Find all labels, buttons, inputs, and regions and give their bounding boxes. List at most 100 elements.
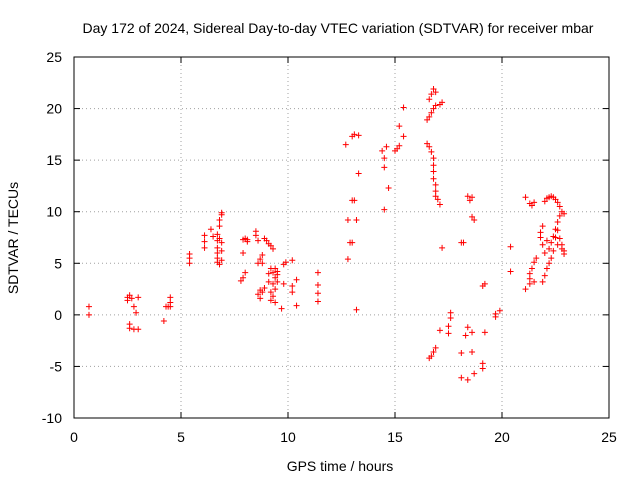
data-point-marker — [396, 142, 403, 149]
data-point-marker — [214, 255, 221, 262]
data-point-marker — [274, 278, 281, 285]
data-point-marker — [282, 259, 289, 266]
y-tick-label: -5 — [50, 358, 63, 374]
data-point-marker — [460, 239, 467, 246]
data-point-marker — [432, 89, 439, 96]
data-point-marker — [430, 162, 437, 169]
data-point-marker — [432, 344, 439, 351]
data-point-marker — [554, 199, 561, 206]
data-point-marker — [289, 282, 296, 289]
data-point-marker — [240, 249, 247, 256]
data-point-marker — [432, 102, 439, 109]
data-point-marker — [344, 216, 351, 223]
data-point-marker — [439, 99, 446, 106]
data-point-marker — [216, 235, 223, 242]
data-point-marker — [351, 131, 358, 138]
data-point-marker — [428, 91, 435, 98]
data-point-marker — [543, 237, 550, 244]
data-point-marker — [237, 277, 244, 284]
data-point-marker — [428, 353, 435, 360]
data-point-marker — [278, 305, 285, 312]
data-point-marker — [353, 216, 360, 223]
data-point-marker — [259, 252, 266, 259]
data-point-marker — [537, 229, 544, 236]
data-point-marker — [167, 294, 174, 301]
data-point-marker — [464, 324, 471, 331]
x-axis-label: GPS time / hours — [287, 458, 394, 474]
data-point-marker — [430, 155, 437, 162]
data-point-marker — [124, 297, 131, 304]
x-tick-label: 25 — [601, 429, 617, 445]
data-point-marker — [314, 281, 321, 288]
data-point-marker — [85, 303, 92, 310]
data-point-marker — [257, 295, 264, 302]
data-point-marker — [469, 329, 476, 336]
data-point-marker — [160, 318, 167, 325]
data-point-marker — [270, 245, 277, 252]
data-point-marker — [255, 237, 262, 244]
data-point-marker — [526, 275, 533, 282]
data-point-marker — [85, 311, 92, 318]
data-point-marker — [201, 238, 208, 245]
data-point-marker — [541, 198, 548, 205]
data-point-marker — [426, 96, 433, 103]
data-point-marker — [272, 265, 279, 272]
data-point-marker — [186, 255, 193, 262]
data-point-marker — [445, 323, 452, 330]
data-point-marker — [552, 196, 559, 203]
chart-title: Day 172 of 2024, Sidereal Day-to-day VTE… — [83, 20, 594, 36]
data-point-marker — [383, 143, 390, 150]
data-point-marker — [265, 278, 272, 285]
data-point-marker — [496, 307, 503, 314]
data-point-marker — [522, 194, 529, 201]
data-point-marker — [394, 145, 401, 152]
data-point-marker — [531, 199, 538, 206]
data-point-marker — [267, 289, 274, 296]
data-point-marker — [561, 210, 568, 217]
data-point-marker — [255, 291, 262, 298]
data-point-marker — [259, 289, 266, 296]
data-point-marker — [428, 148, 435, 155]
x-tick-label: 5 — [177, 429, 185, 445]
data-point-marker — [507, 268, 514, 275]
data-points — [85, 85, 568, 383]
data-point-marker — [434, 196, 441, 203]
data-point-marker — [289, 257, 296, 264]
data-point-marker — [539, 223, 546, 230]
data-point-marker — [430, 348, 437, 355]
data-point-marker — [546, 260, 553, 267]
data-point-marker — [214, 249, 221, 256]
data-point-marker — [274, 271, 281, 278]
data-point-marker — [546, 245, 553, 252]
data-point-marker — [265, 270, 272, 277]
data-point-marker — [561, 251, 568, 258]
data-point-marker — [424, 140, 431, 147]
data-point-marker — [424, 116, 431, 123]
data-point-marker — [432, 188, 439, 195]
data-point-marker — [471, 216, 478, 223]
data-point-marker — [479, 365, 486, 372]
data-point-marker — [270, 269, 277, 276]
data-point-marker — [272, 299, 279, 306]
data-point-marker — [556, 212, 563, 219]
data-point-marker — [133, 309, 140, 316]
data-point-marker — [548, 239, 555, 246]
x-tick-label: 10 — [280, 429, 296, 445]
data-point-marker — [270, 293, 277, 300]
data-point-marker — [458, 374, 465, 381]
data-point-marker — [481, 329, 488, 336]
data-point-marker — [447, 314, 454, 321]
data-point-marker — [396, 123, 403, 130]
data-point-marker — [379, 147, 386, 154]
data-point-marker — [353, 306, 360, 313]
data-point-marker — [128, 295, 135, 302]
data-point-marker — [167, 303, 174, 310]
data-point-marker — [400, 133, 407, 140]
data-point-marker — [272, 274, 279, 281]
data-point-marker — [240, 274, 247, 281]
data-point-marker — [466, 197, 473, 204]
data-point-marker — [186, 260, 193, 267]
data-point-marker — [492, 310, 499, 317]
y-tick-label: 15 — [46, 152, 62, 168]
y-tick-label: 0 — [54, 307, 62, 323]
